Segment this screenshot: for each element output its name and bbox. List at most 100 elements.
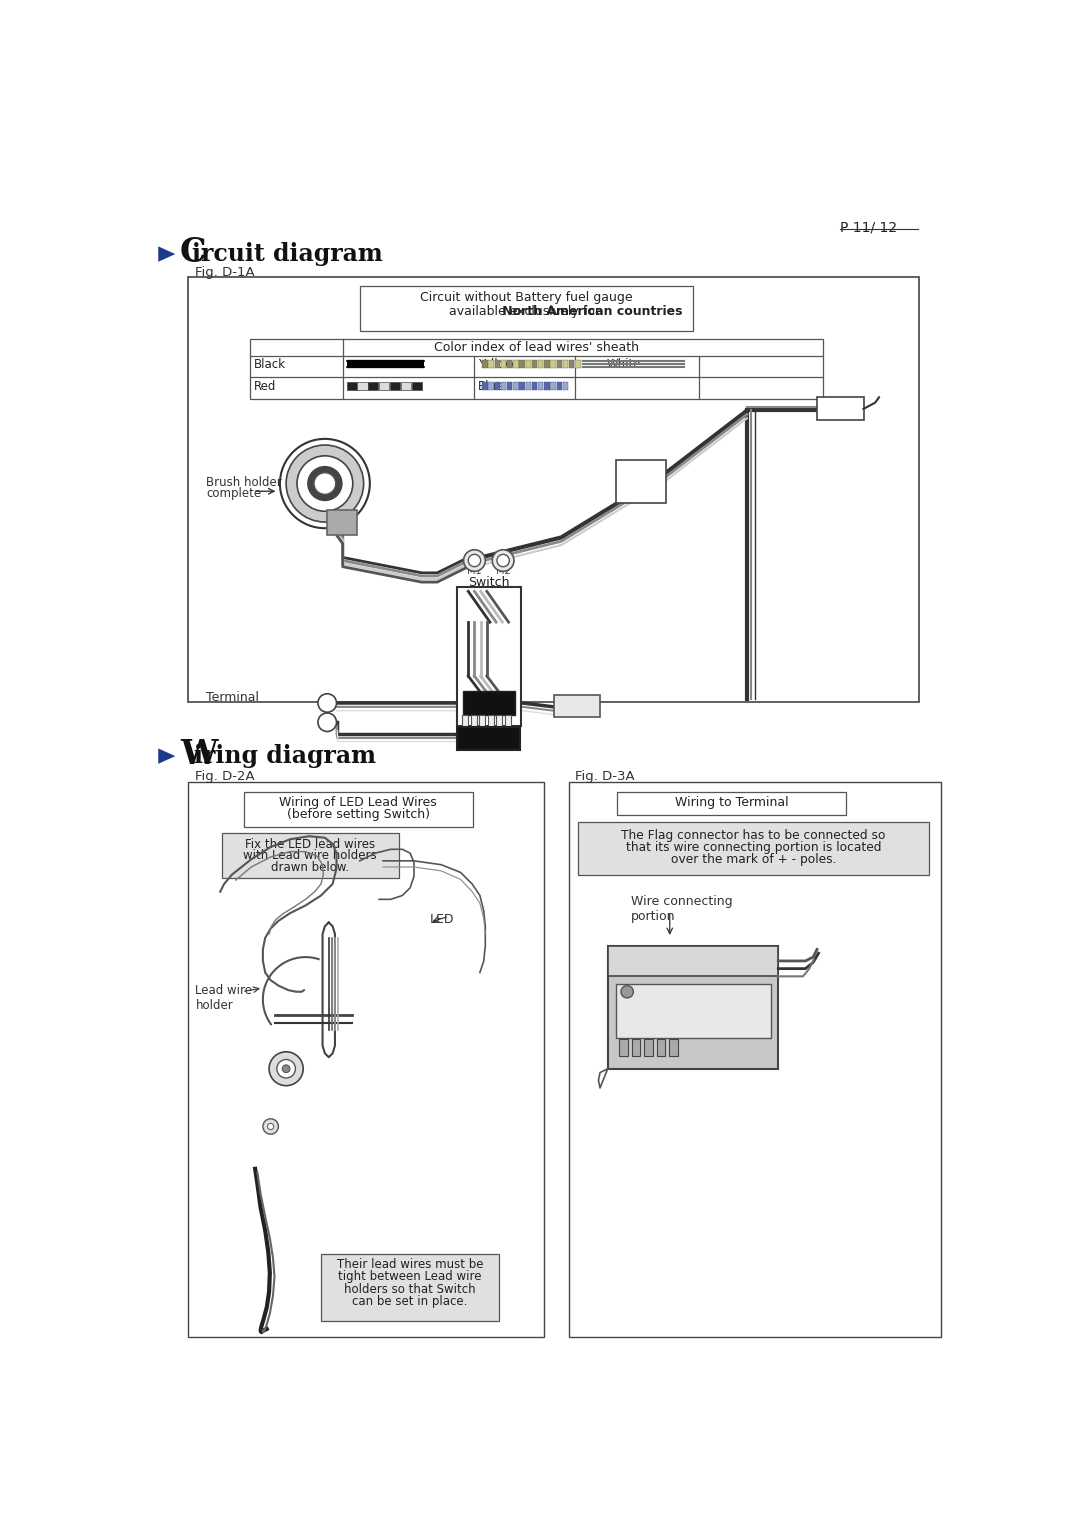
Circle shape [282,1064,291,1072]
Bar [526,360,531,368]
Bar [411,382,422,389]
Bar [616,983,770,1038]
Bar [401,382,410,389]
Text: Lead wire
holder: Lead wire holder [195,983,253,1012]
Circle shape [276,1060,296,1078]
Text: Color index of lead wires' sheath: Color index of lead wires' sheath [434,341,639,354]
Text: +: + [322,698,333,710]
Bar [617,791,847,814]
Text: P 11/ 12: P 11/ 12 [840,220,897,234]
Bar [496,715,502,730]
Bar [488,382,494,389]
Bar [531,382,537,389]
Bar [188,782,544,1336]
Bar [526,382,531,389]
Bar [501,382,507,389]
Bar [507,360,512,368]
Bar [482,382,488,389]
Text: ircuit diagram: ircuit diagram [192,241,383,266]
Text: Wiring of LED Lead Wires: Wiring of LED Lead Wires [280,796,437,809]
Bar [463,692,515,715]
Circle shape [297,457,353,512]
Bar [544,382,550,389]
Bar [480,715,485,730]
Bar [457,588,521,727]
Bar [221,834,399,878]
Text: complete: complete [206,487,261,501]
Bar [608,945,779,976]
Bar [569,360,575,368]
Bar [327,510,356,534]
Text: North American countries: North American countries [370,305,683,318]
Bar [538,360,543,368]
Bar [495,360,500,368]
Bar [669,1040,677,1057]
Bar [482,360,488,368]
Text: Wiring to Terminal: Wiring to Terminal [675,796,788,809]
Text: M2: M2 [496,567,511,576]
Bar [519,382,525,389]
Bar [457,727,521,750]
Circle shape [308,467,342,501]
Bar [563,382,568,389]
Circle shape [314,473,336,495]
Bar [504,715,511,730]
Text: Fig. D-1A: Fig. D-1A [195,266,255,279]
Text: Fig. D-2A: Fig. D-2A [195,770,255,783]
Bar [249,339,823,399]
Bar [569,782,941,1336]
Bar [576,360,581,368]
Text: tight between Lead wire: tight between Lead wire [338,1270,482,1284]
Circle shape [268,1124,273,1130]
Bar [507,382,512,389]
Bar [243,791,473,828]
Text: that its wire connecting portion is located: that its wire connecting portion is loca… [625,841,881,854]
Bar [632,1040,640,1057]
Bar [513,360,518,368]
Circle shape [492,550,514,571]
Text: over the mark of + - poles.: over the mark of + - poles. [671,854,836,866]
Circle shape [318,713,337,731]
Bar [390,382,400,389]
Bar [368,382,378,389]
Bar [556,360,562,368]
Text: drawn below.: drawn below. [271,861,349,873]
Circle shape [286,444,364,522]
Bar [563,360,568,368]
Text: with Lead wire holders: with Lead wire holders [243,849,377,863]
Text: Red: Red [254,380,276,392]
Circle shape [469,554,481,567]
Circle shape [280,438,369,528]
Text: Brush holder: Brush holder [206,476,282,489]
Text: holders so that Switch: holders so that Switch [345,1283,476,1296]
Bar [554,695,600,716]
Text: FET: FET [627,476,653,490]
Circle shape [621,985,633,999]
Bar [321,1254,499,1321]
Bar [347,382,356,389]
Bar [616,461,666,502]
Text: −: − [322,716,333,731]
Bar [551,360,556,368]
Bar [495,382,500,389]
Bar [513,382,518,389]
Text: The Flag connector has to be connected so: The Flag connector has to be connected s… [621,829,886,841]
Polygon shape [159,748,175,764]
Bar [519,360,525,368]
Circle shape [262,1119,279,1135]
Bar [644,1040,652,1057]
Text: Their lead wires must be: Their lead wires must be [337,1258,484,1270]
Bar [488,360,494,368]
Bar [544,360,550,368]
Text: Circuit without Battery fuel gauge: Circuit without Battery fuel gauge [420,292,633,304]
Text: Switch: Switch [468,576,509,589]
Text: LED: LED [828,402,852,414]
Text: C: C [180,235,206,269]
Circle shape [463,550,485,571]
Text: Yellow: Yellow [478,357,515,371]
Text: Wire connecting
portion: Wire connecting portion [631,895,732,922]
Bar [619,1040,627,1057]
Text: available exclusively for: available exclusively for [449,305,604,318]
Bar [488,715,494,730]
Bar [531,360,537,368]
